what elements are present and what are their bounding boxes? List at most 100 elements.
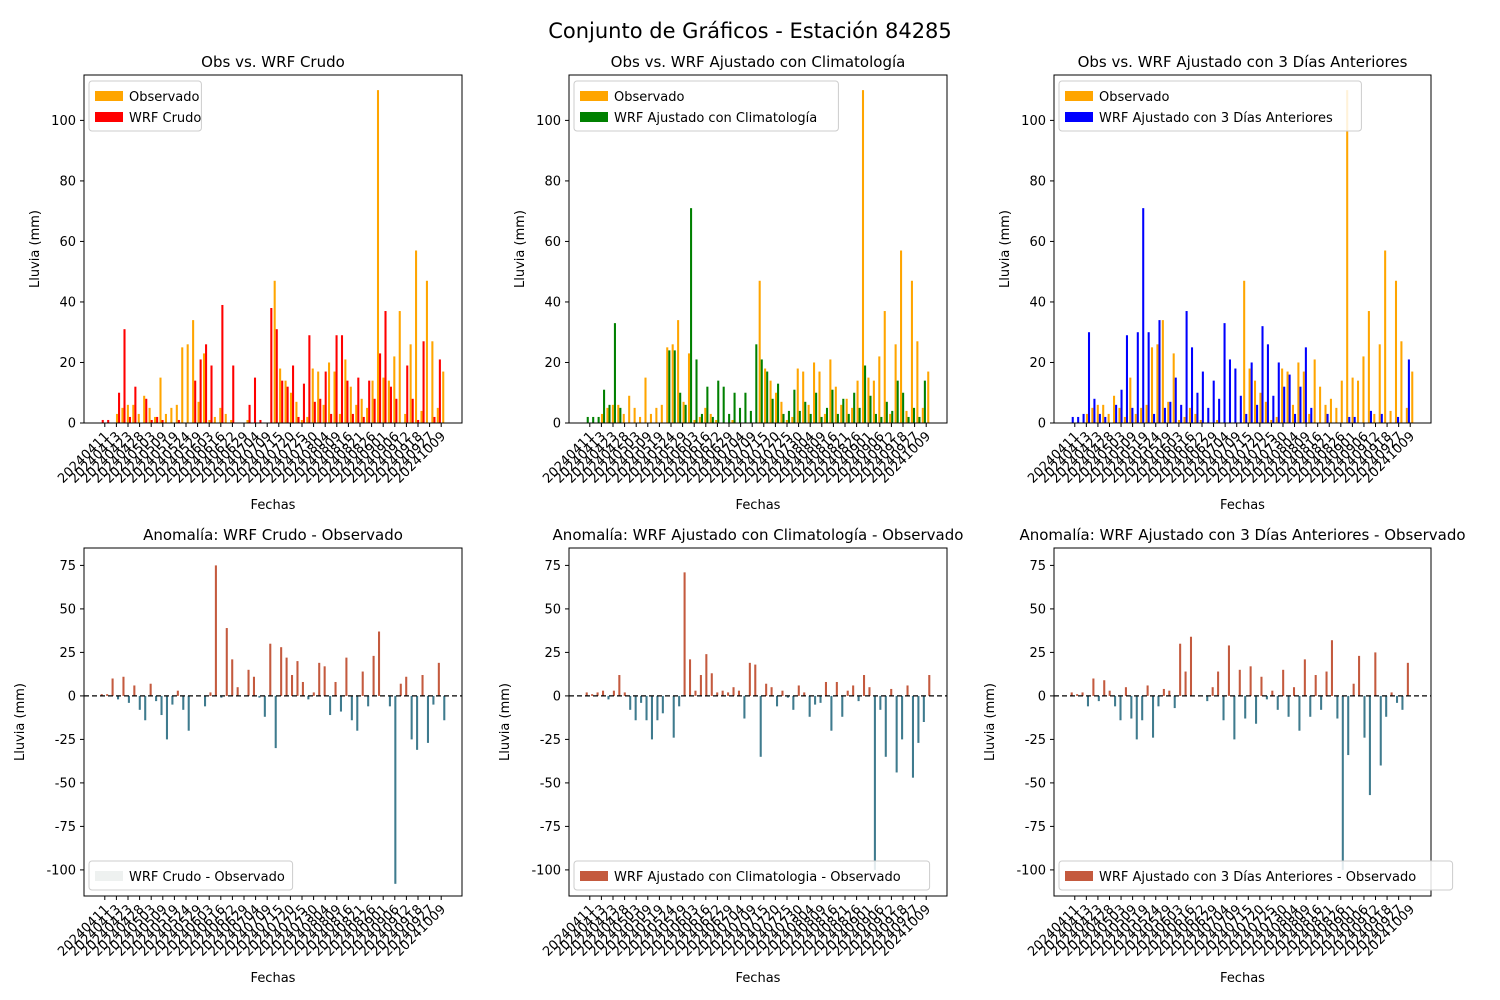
bar-observado bbox=[1243, 280, 1246, 423]
bar-observado bbox=[796, 368, 799, 423]
anomaly-bar bbox=[1347, 695, 1350, 756]
bar-wrf bbox=[755, 344, 758, 423]
bar-observado bbox=[905, 410, 908, 423]
bar-wrf bbox=[340, 335, 344, 423]
anomaly-bar bbox=[585, 692, 588, 696]
bar-observado bbox=[851, 407, 854, 423]
legend-swatch bbox=[1065, 112, 1093, 122]
bar-wrf bbox=[1250, 362, 1253, 423]
bar-wrf bbox=[700, 413, 703, 423]
bar-observado bbox=[170, 407, 173, 423]
bar-observado bbox=[1183, 416, 1186, 423]
anomaly-bar bbox=[1320, 695, 1323, 710]
y-tick-label: 80 bbox=[1029, 174, 1046, 189]
bar-wrf bbox=[1272, 395, 1275, 423]
chart-panel-4: Anomalía: WRF Crudo - Observado -100 -75 -5… bbox=[13, 526, 463, 986]
bar-observado bbox=[655, 407, 658, 423]
bar-wrf bbox=[825, 407, 829, 423]
anomaly-bar bbox=[252, 676, 256, 696]
anomaly-bar bbox=[1103, 680, 1106, 696]
bar-wrf bbox=[1380, 413, 1383, 423]
bar-wrf bbox=[330, 413, 333, 423]
anomaly-bar bbox=[629, 695, 632, 710]
bar-wrf bbox=[123, 329, 126, 423]
anomaly-bar bbox=[1341, 695, 1344, 870]
anomaly-bar bbox=[612, 690, 615, 696]
anomaly-bar bbox=[683, 572, 686, 696]
bar-wrf bbox=[379, 353, 382, 423]
bar-observado bbox=[311, 368, 314, 423]
bar-wrf bbox=[438, 359, 441, 423]
y-tick-label: -100 bbox=[46, 863, 76, 878]
legend-label: WRF Crudo - Observado bbox=[129, 870, 285, 885]
bar-wrf bbox=[286, 386, 289, 423]
anomaly-bar bbox=[1385, 695, 1388, 717]
bar-wrf bbox=[668, 350, 671, 423]
bar-wrf bbox=[368, 380, 371, 423]
bar-observado bbox=[600, 413, 604, 423]
bar-observado bbox=[845, 398, 848, 423]
anomaly-bar bbox=[1124, 687, 1127, 696]
bar-observado bbox=[791, 416, 794, 423]
bar-wrf bbox=[1190, 347, 1194, 423]
bar-wrf bbox=[902, 392, 905, 423]
y-tick-label: 75 bbox=[1029, 559, 1046, 574]
anomaly-bar bbox=[1146, 685, 1149, 696]
bar-observado bbox=[1145, 404, 1148, 423]
bar-wrf bbox=[1288, 374, 1291, 423]
y-tick-label: -25 bbox=[55, 733, 76, 748]
anomaly-bar bbox=[1076, 694, 1079, 696]
bar-observado bbox=[300, 419, 303, 423]
anomaly-bar bbox=[1374, 652, 1377, 696]
bar-wrf bbox=[1277, 362, 1280, 423]
bar-wrf bbox=[205, 344, 208, 423]
legend-label: WRF Crudo bbox=[129, 111, 201, 126]
bar-observado bbox=[1134, 413, 1137, 423]
anomaly-bar bbox=[748, 662, 751, 696]
bar-observado bbox=[1335, 407, 1338, 423]
bar-wrf bbox=[586, 416, 589, 423]
bar-wrf bbox=[210, 365, 213, 423]
bar-observado bbox=[704, 407, 707, 423]
y-tick-label: -100 bbox=[531, 863, 561, 878]
anomaly-bar bbox=[1255, 695, 1258, 724]
bar-observado bbox=[349, 386, 352, 423]
bar-wrf bbox=[1261, 326, 1264, 423]
anomaly-bar bbox=[106, 694, 109, 696]
anomaly-bar bbox=[269, 643, 272, 696]
anomaly-bar bbox=[1265, 695, 1268, 700]
anomaly-bar bbox=[149, 683, 152, 696]
bar-observado bbox=[1140, 407, 1143, 423]
bar-observado bbox=[1367, 311, 1370, 423]
chart-title: Anomalía: WRF Ajustado con 3 Días Anteri… bbox=[1019, 526, 1465, 544]
anomaly-bar bbox=[236, 687, 239, 696]
bar-wrf bbox=[1299, 386, 1302, 423]
anomaly-bar bbox=[263, 695, 266, 717]
bar-observado bbox=[900, 250, 903, 423]
bar-observado bbox=[208, 419, 211, 423]
bar-observado bbox=[175, 404, 178, 423]
y-tick-label: 0 bbox=[68, 689, 76, 704]
anomaly-bar bbox=[623, 692, 626, 696]
bar-observado bbox=[1253, 380, 1257, 423]
bar-observado bbox=[382, 377, 385, 423]
legend-swatch bbox=[1065, 91, 1093, 101]
anomaly-bar bbox=[421, 675, 424, 696]
anomaly-bar bbox=[694, 690, 697, 696]
bar-wrf bbox=[1196, 392, 1199, 423]
anomaly-bar bbox=[231, 659, 234, 696]
bar-observado bbox=[376, 90, 380, 423]
bar-observado bbox=[1384, 250, 1387, 423]
bar-wrf bbox=[690, 208, 693, 423]
bar-observado bbox=[861, 90, 865, 423]
bar-observado bbox=[1172, 353, 1175, 423]
legend-label: Observado bbox=[1099, 90, 1170, 105]
bar-observado bbox=[1324, 404, 1327, 423]
bar-wrf bbox=[771, 398, 774, 423]
y-axis-label: Lluvia (mm) bbox=[498, 683, 513, 761]
anomaly-bar bbox=[879, 695, 882, 710]
anomaly-bar bbox=[258, 695, 261, 698]
anomaly-bar bbox=[1086, 695, 1090, 707]
bar-wrf bbox=[362, 416, 365, 423]
anomaly-bar bbox=[1368, 695, 1371, 796]
